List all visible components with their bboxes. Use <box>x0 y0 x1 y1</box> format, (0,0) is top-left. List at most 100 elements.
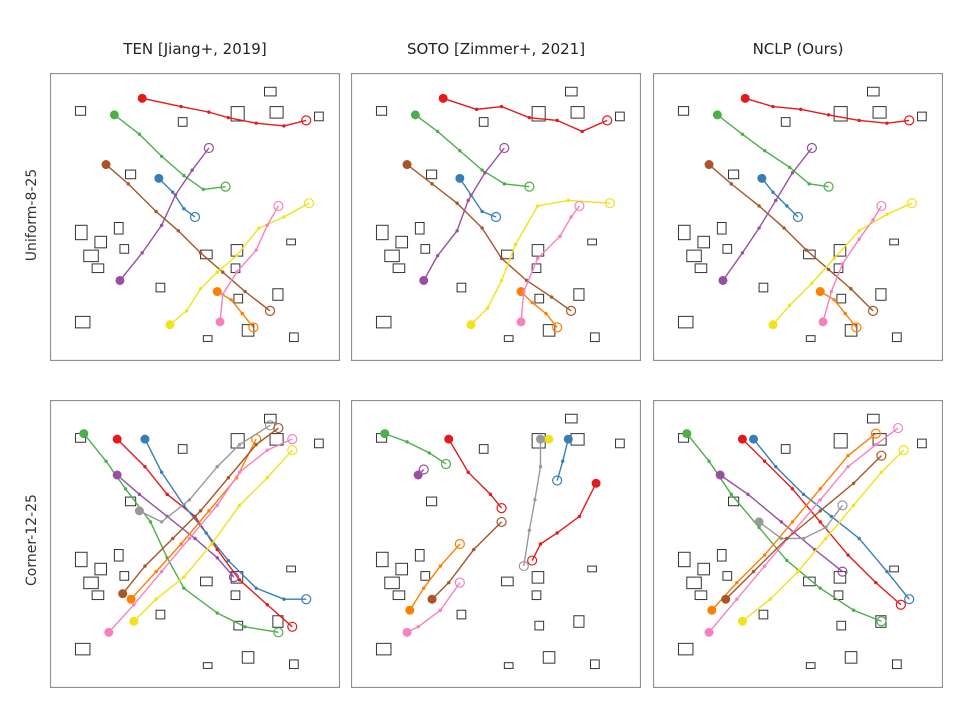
start-point-purple <box>413 470 423 480</box>
waypoint-pink <box>829 289 834 294</box>
start-point-green <box>682 429 692 439</box>
goal-point-red <box>895 599 906 610</box>
waypoint-yellow <box>824 536 828 541</box>
trajectory-purple <box>119 147 210 281</box>
trajectory-brown <box>105 164 271 312</box>
goal-point-red <box>527 555 538 566</box>
waypoint-brown <box>455 201 459 205</box>
obstacle <box>758 282 769 293</box>
waypoint-pink <box>416 625 420 629</box>
goal-point-purple <box>203 142 214 154</box>
obstacle <box>241 651 255 664</box>
waypoint-green <box>435 129 440 134</box>
waypoint-green <box>807 182 811 186</box>
waypoint-yellow <box>154 597 158 601</box>
obstacle <box>314 111 324 122</box>
goal-point-pink <box>454 577 465 588</box>
obstacle <box>420 571 431 581</box>
start-point-red <box>591 478 601 488</box>
waypoint-red <box>846 553 850 557</box>
waypoint-red <box>488 492 493 497</box>
waypoint-brown <box>226 476 231 480</box>
obstacle <box>456 609 467 620</box>
trajectory-purple <box>116 474 235 578</box>
waypoint-yellow <box>879 470 884 474</box>
waypoint-green <box>123 487 128 491</box>
waypoint-green <box>851 608 856 612</box>
waypoint-orange <box>229 298 233 302</box>
waypoint-blue <box>774 465 778 469</box>
obstacle <box>803 576 816 587</box>
waypoint-pink <box>762 564 767 568</box>
obstacle <box>728 169 740 180</box>
obstacle <box>531 244 545 257</box>
obstacle <box>91 263 105 274</box>
obstacle <box>395 562 409 576</box>
panel-frame <box>50 400 340 688</box>
goal-point-green <box>273 627 284 638</box>
waypoint-yellow <box>768 597 772 601</box>
waypoint-red <box>857 118 861 123</box>
goal-point-blue <box>904 594 915 605</box>
obstacle <box>233 293 244 304</box>
obstacle <box>392 263 406 274</box>
waypoint-brown <box>826 267 831 272</box>
start-point-green <box>380 429 390 439</box>
goal-point-red <box>904 115 915 126</box>
waypoint-brown <box>430 182 434 186</box>
waypoint-orange <box>843 311 847 316</box>
obstacle <box>872 433 887 446</box>
goal-point-pink <box>287 434 298 445</box>
waypoint-pink <box>265 223 269 227</box>
start-point-red <box>137 93 147 103</box>
goal-point-blue <box>189 211 201 223</box>
waypoint-pink <box>840 262 845 266</box>
waypoint-purple <box>193 536 197 541</box>
start-point-blue <box>563 434 573 444</box>
trajectory-orange <box>520 291 558 328</box>
row-label-uniform: Uniform-8-25 <box>24 168 40 262</box>
waypoint-brown <box>782 226 786 230</box>
waypoint-yellow <box>235 253 239 258</box>
waypoint-brown <box>254 442 258 447</box>
waypoint-brown <box>198 251 203 255</box>
goal-point-yellow <box>303 198 315 209</box>
waypoint-brown <box>849 287 853 291</box>
waypoint-brown <box>176 229 181 233</box>
obstacle <box>375 106 388 116</box>
waypoint-yellow <box>832 256 836 261</box>
waypoint-brown <box>499 256 504 261</box>
waypoint-blue <box>771 190 775 194</box>
obstacle <box>503 335 514 342</box>
start-point-pink <box>818 317 828 327</box>
waypoint-red <box>527 115 532 120</box>
waypoint-yellow <box>857 229 861 233</box>
obstacle <box>94 235 108 249</box>
waypoint-purple <box>740 251 745 255</box>
goal-point-brown <box>565 305 577 316</box>
start-point-purple <box>112 470 122 480</box>
obstacle <box>722 571 733 581</box>
obstacle <box>414 549 425 562</box>
waypoint-yellow <box>513 242 518 247</box>
trajectory-green <box>716 114 829 188</box>
obstacle <box>590 332 600 343</box>
waypoint-green <box>405 440 409 444</box>
goal-point-yellow <box>604 198 616 209</box>
goal-point-green <box>220 181 231 192</box>
start-point-orange <box>405 605 415 615</box>
waypoint-red <box>874 580 878 585</box>
waypoint-green <box>182 586 186 590</box>
waypoint-red <box>265 603 269 607</box>
goal-point-gray <box>837 500 848 511</box>
panel-uniform-nclp <box>653 73 943 361</box>
trajectory-brown <box>725 455 882 600</box>
waypoint-blue <box>254 586 258 590</box>
obstacle <box>917 111 927 122</box>
waypoint-purple <box>774 198 778 203</box>
waypoint-red <box>762 459 767 463</box>
goal-point-red <box>287 621 298 632</box>
trajectory-green <box>414 114 530 188</box>
obstacle <box>230 590 241 601</box>
obstacle <box>565 413 578 424</box>
